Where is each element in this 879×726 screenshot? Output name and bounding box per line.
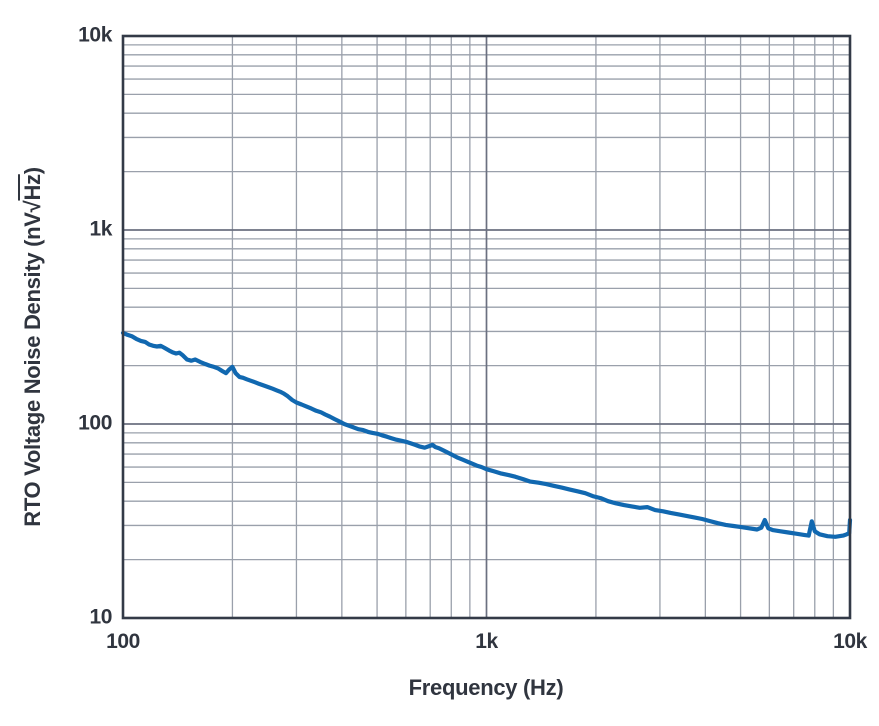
y-tick-label-10: 10	[89, 605, 112, 629]
sqrt-radicand: Hz	[20, 174, 45, 201]
y-axis-title-suffix: )	[20, 167, 45, 175]
y-tick-label-100: 100	[78, 411, 112, 435]
x-axis-title: Frequency (Hz)	[408, 675, 564, 700]
y-axis-title-prefix: RTO Voltage Noise Density (nV√	[20, 200, 45, 527]
y-axis-title: RTO Voltage Noise Density (nV√Hz)	[20, 167, 46, 527]
y-tick-label-1k: 1k	[89, 217, 112, 241]
y-tick-label-10k: 10k	[78, 23, 112, 47]
x-tick-label-10k: 10k	[833, 630, 867, 653]
plot-border	[121, 34, 852, 620]
noise-curve	[120, 330, 853, 539]
x-tick-label-100: 100	[106, 630, 140, 653]
x-tick-label-1k: 1k	[475, 630, 498, 653]
